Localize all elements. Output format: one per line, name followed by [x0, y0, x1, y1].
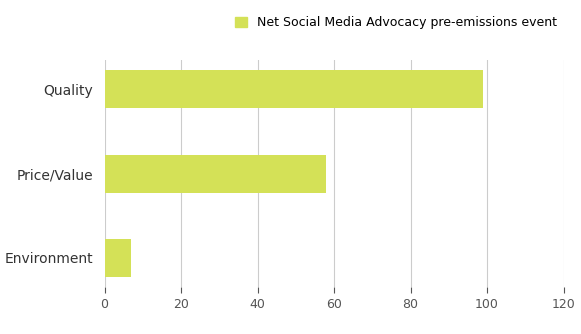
Bar: [105, 239, 131, 277]
Bar: [105, 155, 327, 193]
Bar: [105, 70, 483, 108]
Legend: Net Social Media Advocacy pre-emissions event: Net Social Media Advocacy pre-emissions …: [235, 16, 557, 29]
